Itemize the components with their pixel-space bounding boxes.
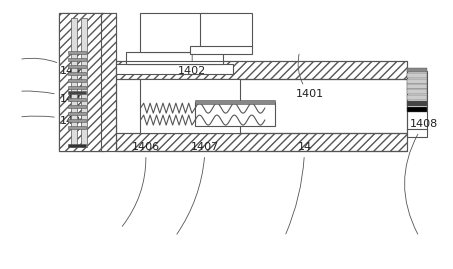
Text: 1408: 1408 <box>405 119 438 234</box>
Bar <box>68 105 86 108</box>
Bar <box>140 79 240 133</box>
Bar <box>68 126 86 129</box>
Text: 1405: 1405 <box>22 116 88 126</box>
Bar <box>407 71 427 131</box>
Bar <box>407 73 427 78</box>
Bar <box>101 13 116 151</box>
Bar <box>125 52 223 64</box>
Text: 14: 14 <box>286 142 312 234</box>
Bar <box>116 133 407 151</box>
Bar <box>116 61 407 151</box>
Bar <box>407 107 427 112</box>
Bar <box>59 13 104 24</box>
Bar <box>407 129 427 137</box>
Bar <box>407 95 427 100</box>
Bar <box>407 79 427 84</box>
Bar <box>68 91 86 94</box>
Bar <box>68 58 86 61</box>
Bar <box>68 86 86 89</box>
Text: 1404: 1404 <box>22 91 88 104</box>
Text: 1406: 1406 <box>122 142 159 226</box>
Bar <box>116 61 407 79</box>
Bar <box>68 98 86 101</box>
Text: 1401: 1401 <box>295 54 323 99</box>
Bar <box>68 65 86 68</box>
Bar <box>407 101 427 106</box>
Bar <box>68 72 86 75</box>
Bar <box>190 47 252 54</box>
Bar <box>68 112 86 115</box>
Bar <box>195 100 275 104</box>
Text: 1407: 1407 <box>177 142 219 234</box>
Bar <box>59 24 104 151</box>
Bar <box>200 13 252 47</box>
Text: 1402: 1402 <box>178 54 206 76</box>
Bar <box>68 119 86 122</box>
Bar <box>59 13 104 151</box>
Bar <box>68 144 86 147</box>
Bar <box>407 84 427 89</box>
Bar <box>407 68 427 72</box>
Bar <box>59 13 116 151</box>
Bar <box>68 51 86 54</box>
Bar <box>81 17 87 147</box>
Bar <box>71 17 77 147</box>
Bar <box>407 89 427 94</box>
Bar <box>116 64 233 74</box>
Bar <box>195 102 275 126</box>
Bar <box>68 79 86 82</box>
Text: 1403: 1403 <box>22 58 88 76</box>
Bar <box>140 13 208 52</box>
